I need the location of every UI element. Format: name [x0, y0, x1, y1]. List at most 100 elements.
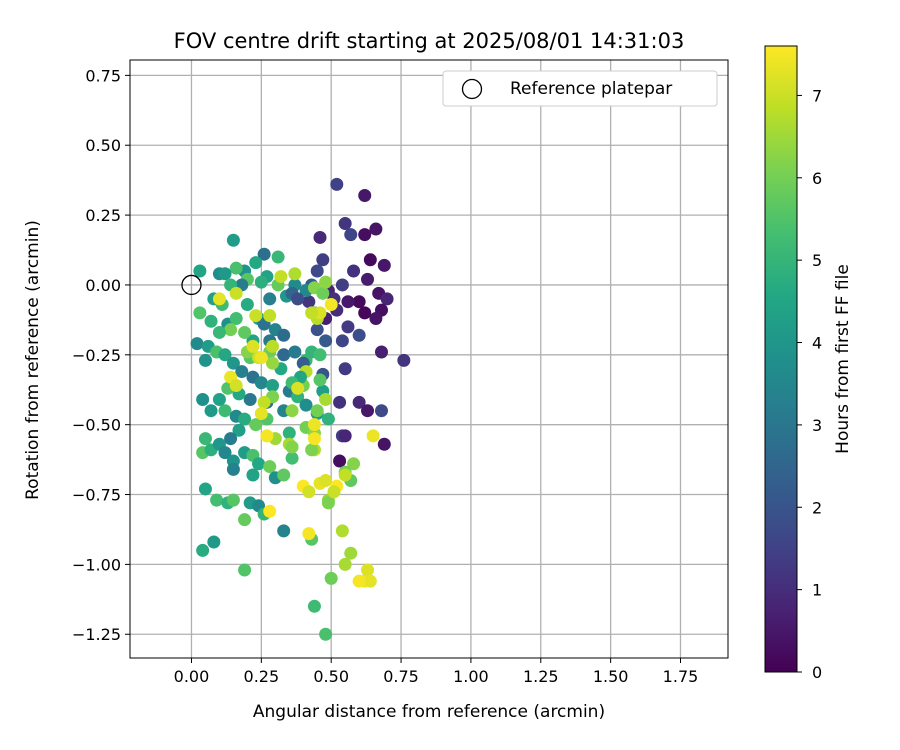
- scatter-point: [307, 418, 321, 432]
- scatter-point: [310, 264, 324, 278]
- axes-frame: [129, 59, 729, 659]
- scatter-point: [285, 404, 299, 418]
- scatter-point: [377, 258, 391, 272]
- scatter-point: [198, 482, 212, 496]
- scatter-point: [263, 504, 277, 518]
- colorbar-tick-label: 6: [812, 169, 822, 188]
- scatter-point: [218, 267, 232, 281]
- scatter-point: [335, 334, 349, 348]
- scatter-point: [252, 457, 266, 471]
- x-tick-label: 0.00: [174, 667, 210, 686]
- scatter-point: [319, 627, 333, 641]
- scatter-point: [254, 376, 268, 390]
- scatter-point: [347, 264, 361, 278]
- x-axis-ticks: 0.00 0.25 0.50 0.75 1.00 1.25 1.50 1.75: [174, 658, 698, 686]
- scatter-point: [229, 286, 243, 300]
- scatter-point: [212, 325, 226, 339]
- scatter-point: [254, 406, 268, 420]
- scatter-point: [210, 493, 224, 507]
- y-tick-label: 0.75: [85, 66, 121, 85]
- scatter-point: [333, 454, 347, 468]
- scatter-point: [232, 423, 246, 437]
- scatter-point: [246, 339, 260, 353]
- scatter-point: [330, 177, 344, 191]
- scatter-point: [374, 404, 388, 418]
- scatter-point: [302, 295, 316, 309]
- scatter-point: [316, 253, 330, 267]
- scatter-point: [249, 256, 263, 270]
- scatter-point: [361, 563, 375, 577]
- y-tick-label: 0.50: [85, 136, 121, 155]
- scatter-point: [266, 356, 280, 370]
- colorbar-tick-label: 5: [812, 251, 822, 270]
- colorbar-tick-label: 1: [812, 581, 822, 600]
- scatter-point: [288, 345, 302, 359]
- scatter-point: [229, 379, 243, 393]
- scatter-point: [338, 216, 352, 230]
- scatter-point: [291, 381, 305, 395]
- scatter-point: [352, 328, 366, 342]
- scatter-point: [338, 429, 352, 443]
- scatter-point: [285, 440, 299, 454]
- scatter-point: [319, 474, 333, 488]
- scatter-point: [196, 393, 210, 407]
- reference-platepar-marker: [181, 274, 202, 296]
- scatter-point: [302, 485, 316, 499]
- scatter-point: [226, 493, 240, 507]
- scatter-point: [305, 306, 319, 320]
- scatter-point: [249, 418, 263, 432]
- scatter-point: [363, 574, 377, 588]
- scatter-point: [305, 443, 319, 457]
- scatter-point: [319, 275, 333, 289]
- scatter-point: [319, 334, 333, 348]
- scatter-point: [369, 311, 383, 325]
- scatter-point: [341, 320, 355, 334]
- scatter-point: [193, 264, 207, 278]
- scatter-point: [321, 412, 335, 426]
- x-tick-label: 1.00: [453, 667, 489, 686]
- scatter-point: [226, 462, 240, 476]
- scatter-point: [277, 524, 291, 538]
- scatter-point: [324, 298, 338, 312]
- scatter-point: [277, 468, 291, 482]
- colorbar-tick-label: 3: [812, 416, 822, 435]
- scatter-point: [358, 228, 372, 242]
- scatter-point: [285, 451, 299, 465]
- chart-title: FOV centre drift starting at 2025/08/01 …: [174, 29, 685, 53]
- colorbar-tick-label: 4: [812, 334, 822, 353]
- scatter-point: [324, 571, 338, 585]
- scatter-point: [193, 306, 207, 320]
- scatter-point: [240, 298, 254, 312]
- scatter-point: [338, 362, 352, 376]
- y-tick-label: −1.25: [72, 625, 121, 644]
- scatter-point: [288, 267, 302, 281]
- x-tick-label: 0.75: [383, 667, 419, 686]
- scatter-point: [374, 345, 388, 359]
- scatter-point: [274, 270, 288, 284]
- legend-box: [442, 70, 718, 107]
- scatter-point: [243, 393, 257, 407]
- scatter-point: [238, 563, 252, 577]
- scatter-point: [307, 432, 321, 446]
- scatter-point: [291, 292, 305, 306]
- scatter-point: [335, 524, 349, 538]
- x-tick-label: 0.25: [244, 667, 280, 686]
- scatter-point: [238, 412, 252, 426]
- scatter-point: [327, 485, 341, 499]
- scatter-point: [313, 230, 327, 244]
- scatter-point: [307, 599, 321, 613]
- scatter-point: [238, 513, 252, 527]
- scatter-point: [369, 222, 383, 236]
- scatter-point: [226, 233, 240, 247]
- scatter-point: [218, 348, 232, 362]
- scatter-point: [218, 446, 232, 460]
- scatter-point: [229, 261, 243, 275]
- colorbar-label: Hours from first FF file: [833, 264, 853, 454]
- scatter-point: [263, 309, 277, 323]
- scatter-point: [249, 309, 263, 323]
- grid-lines: [130, 60, 728, 658]
- y-tick-label: −0.25: [72, 346, 121, 365]
- y-tick-label: 0.00: [85, 276, 121, 295]
- scatter-point: [344, 546, 358, 560]
